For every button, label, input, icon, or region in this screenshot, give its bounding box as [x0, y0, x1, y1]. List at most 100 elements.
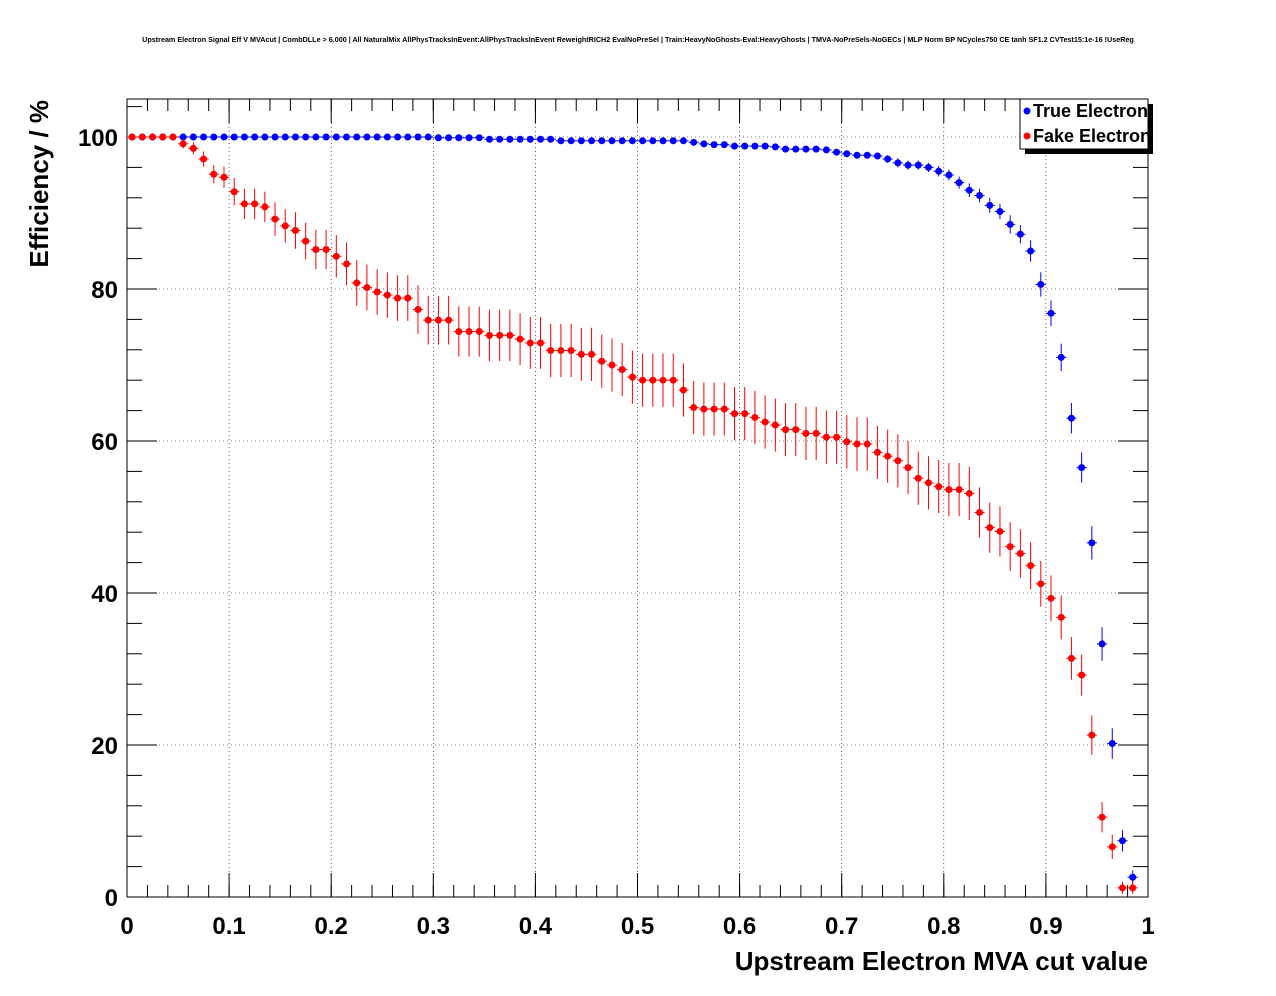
data-point	[251, 133, 259, 141]
legend-marker-fake-electron	[1023, 132, 1031, 140]
data-point	[506, 331, 514, 339]
data-point	[955, 179, 963, 187]
data-point	[833, 433, 841, 441]
data-point	[730, 142, 738, 150]
data-points	[127, 133, 1138, 894]
data-point	[639, 137, 647, 145]
data-point	[485, 331, 493, 339]
grid	[127, 99, 1148, 897]
data-point	[986, 524, 994, 532]
data-point	[373, 288, 381, 296]
data-point	[414, 306, 422, 314]
data-point	[424, 133, 432, 141]
data-point	[1057, 353, 1065, 361]
data-point	[588, 350, 596, 358]
data-point	[639, 376, 647, 384]
data-point	[516, 135, 524, 143]
data-point	[475, 134, 483, 142]
data-point	[485, 135, 493, 143]
data-point	[945, 486, 953, 494]
data-point	[526, 135, 534, 143]
data-point	[537, 135, 545, 143]
data-point	[404, 133, 412, 141]
data-point	[628, 137, 636, 145]
data-point	[1098, 640, 1106, 648]
data-point	[210, 170, 218, 178]
data-point	[1067, 414, 1075, 422]
data-point	[843, 438, 851, 446]
data-point	[771, 421, 779, 429]
data-point	[373, 133, 381, 141]
data-point	[363, 283, 371, 291]
data-point	[924, 163, 932, 171]
data-point	[557, 347, 565, 355]
data-point	[598, 137, 606, 145]
data-point	[169, 133, 177, 141]
data-point	[792, 426, 800, 434]
y-axis-title: Efficiency / %	[24, 100, 54, 268]
x-tick-label: 0.8	[927, 913, 960, 940]
data-point	[383, 133, 391, 141]
data-point	[588, 137, 596, 145]
data-point	[618, 366, 626, 374]
data-point	[1098, 813, 1106, 821]
data-point	[924, 479, 932, 487]
data-point	[240, 200, 248, 208]
data-point	[659, 137, 667, 145]
x-tick-label: 0.1	[212, 913, 245, 940]
data-point	[771, 143, 779, 151]
legend: True Electron Fake Electron	[1019, 98, 1153, 154]
data-point	[363, 133, 371, 141]
data-point	[741, 142, 749, 150]
data-point	[271, 133, 279, 141]
data-point	[1108, 739, 1116, 747]
data-point	[608, 361, 616, 369]
data-point	[802, 145, 810, 153]
data-point	[404, 294, 412, 302]
data-point	[1088, 539, 1096, 547]
data-point	[465, 134, 473, 142]
data-point	[751, 142, 759, 150]
data-point	[1118, 837, 1126, 845]
x-tick-label: 0.6	[723, 913, 756, 940]
y-tick-label: 60	[91, 429, 118, 456]
data-point	[1108, 843, 1116, 851]
data-point	[802, 429, 810, 437]
y-tick-label: 20	[91, 733, 118, 760]
data-point	[812, 145, 820, 153]
data-point	[761, 418, 769, 426]
data-point	[251, 200, 259, 208]
data-point	[976, 508, 984, 516]
data-point	[1037, 580, 1045, 588]
data-point	[281, 222, 289, 230]
data-point	[302, 133, 310, 141]
data-point	[230, 188, 238, 196]
data-point	[261, 133, 269, 141]
data-point	[465, 328, 473, 336]
data-point	[833, 148, 841, 156]
data-point	[1027, 247, 1035, 255]
data-point	[782, 145, 790, 153]
data-point	[782, 426, 790, 434]
data-point	[1078, 464, 1086, 472]
x-tick-label: 0.2	[315, 913, 348, 940]
data-point	[302, 237, 310, 245]
y-tick-label: 100	[78, 125, 118, 152]
x-tick-label: 0	[120, 913, 133, 940]
data-point	[1129, 884, 1137, 892]
x-tick-label: 1	[1141, 913, 1154, 940]
data-point	[598, 357, 606, 365]
data-point	[1067, 654, 1075, 662]
data-point	[240, 133, 248, 141]
data-point	[537, 339, 545, 347]
data-point	[649, 376, 657, 384]
data-point	[496, 135, 504, 143]
data-point	[353, 279, 361, 287]
data-point	[567, 137, 575, 145]
data-point	[822, 146, 830, 154]
data-point	[394, 133, 402, 141]
legend-box	[1019, 98, 1149, 150]
data-point	[189, 144, 197, 152]
series-true-electron	[127, 133, 1138, 885]
